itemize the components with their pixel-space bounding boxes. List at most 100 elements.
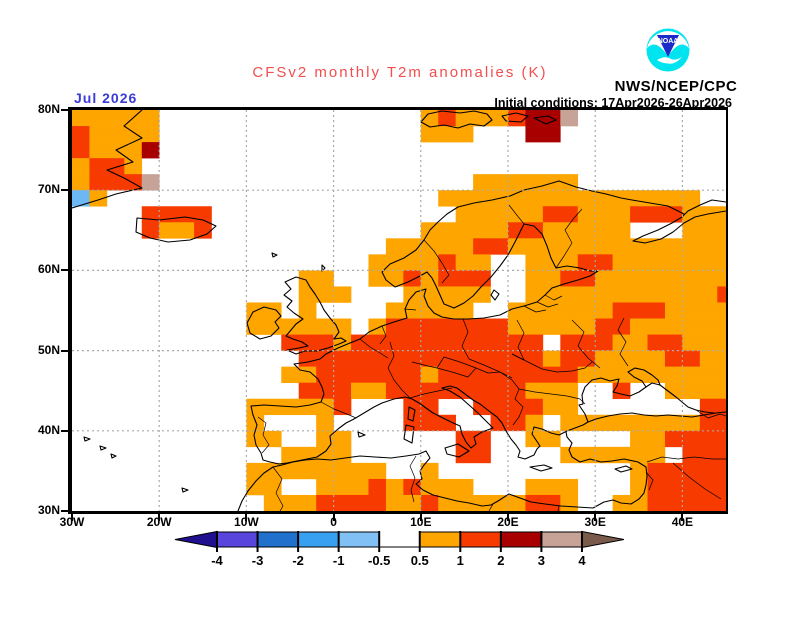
- anomaly-cell: [316, 430, 352, 448]
- anomaly-cell: [89, 190, 108, 207]
- anomaly-cell: [455, 206, 544, 223]
- anomaly-cell: [281, 366, 317, 383]
- lon-axis-tick: [245, 514, 248, 521]
- anomaly-cell: [664, 350, 701, 367]
- anomaly-cell: [333, 398, 352, 416]
- anomaly-cell: [455, 254, 491, 271]
- anomaly-cell: [508, 110, 526, 127]
- anomaly-cell: [368, 478, 387, 496]
- coast-kola: [558, 180, 685, 215]
- anomaly-cell: [263, 494, 317, 511]
- anomaly-cell: [438, 254, 456, 271]
- anomaly-cell: [630, 206, 683, 223]
- anomaly-cell: [403, 414, 456, 432]
- anomaly-cell: [72, 174, 90, 191]
- anomaly-cell: [438, 110, 456, 127]
- anomaly-cell: [368, 254, 439, 271]
- lon-axis-tick: [158, 514, 161, 521]
- anomaly-cell: [281, 446, 352, 464]
- lon-axis-tick: [507, 514, 509, 521]
- lat-axis-tick: [61, 349, 68, 352]
- colorbar-segment: [500, 531, 542, 548]
- coast-islands: [83, 252, 633, 493]
- anomaly-cell: [525, 382, 579, 400]
- colorbar-label: -3: [252, 553, 264, 568]
- anomaly-cell: [316, 414, 334, 432]
- anomaly-cell: [316, 366, 422, 383]
- anomaly-cell: [298, 302, 317, 319]
- coast-azov: [627, 367, 661, 388]
- anomaly-cell: [490, 414, 526, 432]
- anomaly-cell: [508, 318, 596, 335]
- coast-mainland: [250, 180, 726, 465]
- anomaly-cell: [246, 414, 265, 432]
- anomaly-cell: [682, 446, 726, 464]
- colorbar-label: 4: [578, 553, 586, 568]
- lat-axis-label: 70N: [37, 182, 60, 197]
- country-borders-layer: [257, 204, 726, 511]
- lat-axis-label: 60N: [37, 262, 60, 277]
- anomaly-cell: [647, 494, 726, 511]
- colorbar-segment: [419, 531, 461, 548]
- noaa-logo-kite: [657, 35, 679, 57]
- anomaly-cell: [420, 126, 474, 143]
- colorbar-label: 0.5: [411, 553, 429, 568]
- anomaly-cell: [351, 382, 387, 400]
- colorbar-segment: [216, 531, 259, 548]
- lon-axis-tick: [71, 514, 73, 521]
- anomaly-cell: [246, 430, 282, 448]
- anomaly-cell: [630, 430, 666, 448]
- lat-axis-label: 30N: [37, 503, 60, 517]
- anomaly-cell: [89, 174, 143, 191]
- anomaly-cell: [612, 302, 666, 319]
- anomaly-cell: [385, 478, 404, 496]
- colorbar-label: 3: [538, 553, 545, 568]
- anomaly-cell: [525, 414, 544, 432]
- anomaly-cell: [560, 446, 666, 464]
- lat-axis-label: 50N: [37, 342, 60, 357]
- colorbar-label: 2: [497, 553, 504, 568]
- anomaly-cell: [717, 286, 726, 303]
- anomaly-cell: [595, 270, 726, 287]
- lat-axis-label: 80N: [37, 102, 60, 116]
- anomaly-cell: [159, 222, 195, 239]
- anomaly-cell: [246, 478, 282, 496]
- noaa-logo-icon: NOAA: [646, 28, 690, 72]
- anomaly-cell: [699, 350, 726, 367]
- colorbar-label: -0.5: [368, 553, 390, 568]
- anomaly-cell: [316, 494, 387, 511]
- anomaly-cell: [72, 190, 90, 207]
- colorbar-label: -2: [292, 553, 304, 568]
- anomaly-cell: [664, 382, 726, 400]
- anomaly-cell: [72, 158, 90, 175]
- anomaly-cell: [560, 334, 613, 351]
- anomaly-cell: [560, 110, 579, 127]
- anomaly-cell: [525, 270, 561, 287]
- anomaly-cell: [630, 478, 648, 496]
- anomaly-cell: [699, 414, 726, 432]
- anomaly-map: [72, 110, 726, 511]
- anomaly-cell: [420, 270, 439, 287]
- anomaly-cell: [455, 110, 509, 127]
- anomaly-cell: [542, 222, 631, 239]
- coast-iceland: [135, 216, 217, 243]
- lat-axis-tick: [61, 429, 68, 432]
- anomaly-cell: [542, 398, 579, 416]
- colorbar-label: -1: [333, 553, 345, 568]
- lat-axis-tick: [61, 269, 68, 272]
- noaa-logo-bird-icon: [657, 57, 682, 64]
- anomaly-cell: [403, 270, 422, 287]
- anomaly-cell: [298, 350, 544, 367]
- anomaly-cells-layer: [72, 110, 726, 511]
- colorbar-arrow-left: [174, 530, 218, 549]
- anomaly-cell: [542, 350, 561, 367]
- page-title: CFSv2 monthly T2m anomalies (K): [252, 64, 548, 81]
- coast-greenland: [72, 110, 143, 209]
- anomaly-cell: [542, 206, 579, 223]
- anomaly-cell: [682, 222, 726, 239]
- lat-axis-tick: [61, 189, 68, 192]
- anomaly-cell: [508, 302, 613, 319]
- agency-label: NWS/NCEP/CPC: [614, 78, 738, 95]
- anomaly-cell: [647, 462, 726, 480]
